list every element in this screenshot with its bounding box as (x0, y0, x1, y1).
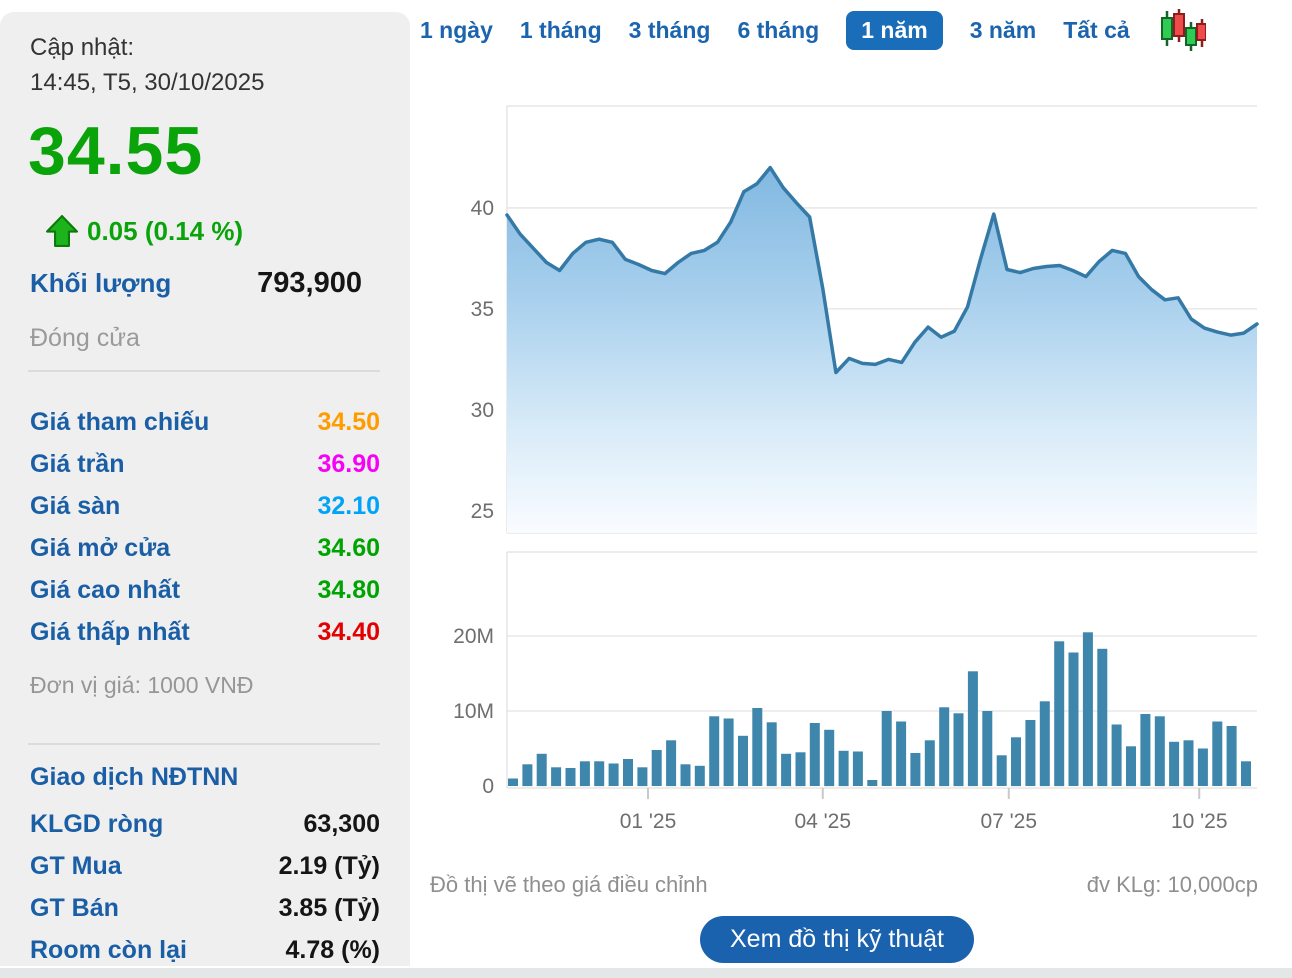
svg-text:07 '25: 07 '25 (980, 810, 1037, 833)
row-value: 2.19 (Tỷ) (278, 851, 380, 880)
divider (28, 743, 380, 745)
svg-text:10 '25: 10 '25 (1171, 810, 1228, 833)
row-label: Room còn lại (30, 935, 187, 964)
row-label: Giá sàn (30, 491, 121, 520)
price-unit-note: Đơn vị giá: 1000 VNĐ (30, 672, 254, 698)
tab-3-thang[interactable]: 3 tháng (629, 11, 711, 50)
row-value: 3.85 (Tỷ) (278, 893, 380, 922)
range-tab-bar: 1 ngày 1 tháng 3 tháng 6 tháng 1 năm 3 năm Tất… (420, 8, 1206, 52)
svg-text:35: 35 (471, 298, 494, 321)
volume-row: Khối lượng 793,900 (30, 267, 362, 300)
svg-text:30: 30 (471, 399, 494, 422)
row-value: 34.50 (317, 407, 380, 436)
svg-text:0: 0 (482, 775, 494, 798)
candlestick-chart-icon[interactable] (1159, 8, 1206, 52)
tab-1-ngay[interactable]: 1 ngày (420, 11, 493, 50)
price-change: 0.05 (0.14 %) (87, 215, 244, 246)
row-label: Giá trần (30, 449, 125, 478)
update-label: Cập nhật: (30, 34, 135, 61)
tab-6-thang[interactable]: 6 tháng (737, 11, 819, 50)
update-time: 14:45, T5, 30/10/2025 (30, 69, 265, 96)
row-klgd-rong: KLGD ròng 63,300 (30, 803, 380, 845)
price-change-row: 0.05 (0.14 %) (46, 215, 243, 247)
svg-text:40: 40 (471, 197, 494, 220)
row-gt-ban: GT Bán 3.85 (Tỷ) (30, 887, 380, 929)
divider (28, 370, 380, 372)
volume-unit-note: đv KLg: 10,000cp (1086, 872, 1258, 897)
row-value: 32.10 (317, 491, 380, 520)
row-label: KLGD ròng (30, 809, 164, 838)
foreign-section-title: Giao dịch NĐTNN (30, 763, 239, 791)
row-label: GT Mua (30, 851, 122, 880)
session-status: Đóng cửa (30, 324, 140, 352)
row-label: Giá mở cửa (30, 533, 171, 562)
row-label: Giá tham chiếu (30, 407, 210, 436)
row-gia-san: Giá sàn 32.10 (30, 485, 380, 527)
row-room-con-lai: Room còn lại 4.78 (%) (30, 929, 380, 971)
up-arrow-icon (46, 215, 78, 247)
technical-chart-button[interactable]: Xem đồ thị kỹ thuật (700, 916, 975, 963)
row-gia-thap-nhat: Giá thấp nhất 34.40 (30, 611, 380, 653)
tab-tat-ca[interactable]: Tất cả (1063, 11, 1129, 50)
adjusted-price-note: Đồ thị vẽ theo giá điều chỉnh (430, 872, 708, 897)
row-gia-mo-cua: Giá mở cửa 34.60 (30, 527, 380, 569)
svg-text:25: 25 (471, 500, 494, 523)
row-label: GT Bán (30, 893, 119, 922)
svg-text:20M: 20M (453, 625, 494, 648)
row-gt-mua: GT Mua 2.19 (Tỷ) (30, 845, 380, 887)
row-value: 34.60 (317, 533, 380, 562)
last-price: 34.55 (28, 113, 204, 189)
row-value: 63,300 (303, 809, 380, 838)
svg-text:10M: 10M (453, 700, 494, 723)
tab-1-thang[interactable]: 1 tháng (520, 11, 602, 50)
row-label: Giá cao nhất (30, 575, 181, 604)
price-rows: Giá tham chiếu 34.50 Giá trần 36.90 Giá sàn 3… (30, 401, 380, 653)
tab-1-nam[interactable]: 1 năm (846, 10, 943, 50)
volume-value: 793,900 (257, 267, 362, 299)
quote-panel: Cập nhật: 14:45, T5, 30/10/2025 34.55 0.… (0, 12, 410, 966)
row-gia-tran: Giá trần 36.90 (30, 443, 380, 485)
tab-3-nam[interactable]: 3 năm (970, 11, 1036, 50)
svg-text:04 '25: 04 '25 (794, 810, 851, 833)
row-value: 34.40 (317, 617, 380, 646)
row-value: 36.90 (317, 449, 380, 478)
row-gia-cao-nhat: Giá cao nhất 34.80 (30, 569, 380, 611)
foreign-rows: KLGD ròng 63,300 GT Mua 2.19 (Tỷ) GT Bán 3.85… (30, 803, 380, 971)
row-gia-tham-chieu: Giá tham chiếu 34.50 (30, 401, 380, 443)
bottom-strip (0, 968, 1292, 978)
row-value: 4.78 (%) (285, 935, 380, 964)
svg-text:01 '25: 01 '25 (620, 810, 677, 833)
row-label: Giá thấp nhất (30, 617, 190, 646)
volume-label: Khối lượng (30, 268, 172, 298)
update-block: Cập nhật: 14:45, T5, 30/10/2025 (30, 30, 264, 100)
row-value: 34.80 (317, 575, 380, 604)
